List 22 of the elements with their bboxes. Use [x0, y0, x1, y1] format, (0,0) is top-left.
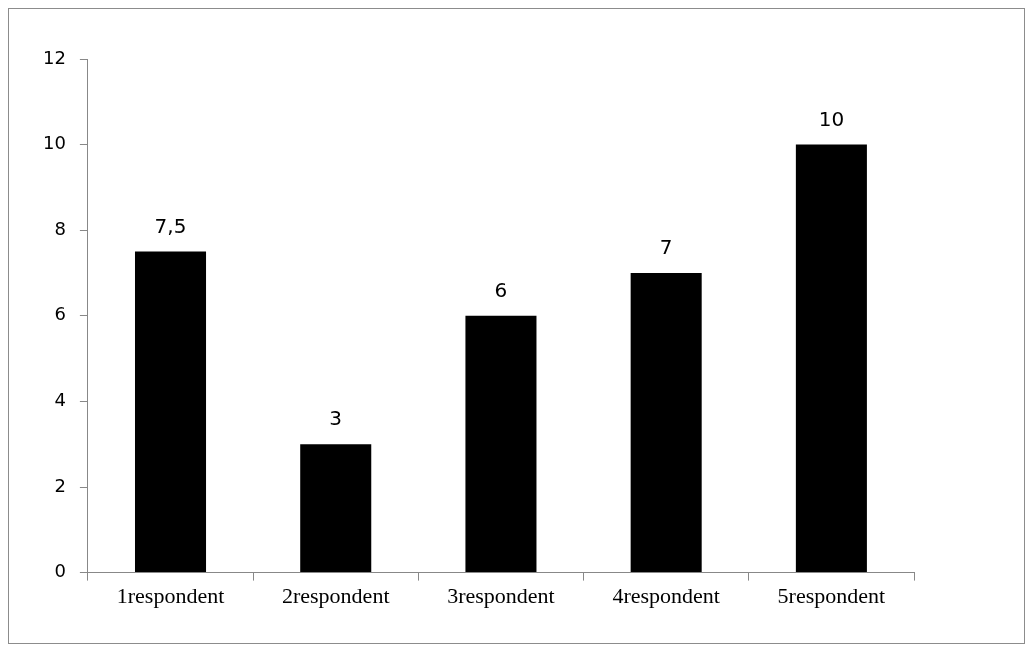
bar — [134, 251, 207, 573]
x-tick-label: 5respondent — [777, 582, 886, 608]
data-label: 10 — [818, 106, 845, 131]
bar — [465, 315, 537, 573]
bar — [795, 144, 867, 573]
bar — [630, 273, 702, 573]
bar — [300, 444, 372, 573]
y-tick-label: 2 — [54, 474, 66, 496]
x-tick-label: 4respondent — [612, 582, 720, 608]
y-tick-label: 12 — [43, 46, 66, 68]
data-label: 7,5 — [154, 213, 187, 238]
data-label: 6 — [494, 278, 508, 302]
x-tick-label: 1respondent — [116, 582, 225, 608]
y-tick-label: 10 — [43, 132, 66, 154]
x-tick-label: 2respondent — [281, 582, 390, 608]
data-label: 3 — [329, 406, 343, 431]
y-tick-label: 4 — [54, 389, 66, 411]
data-label: 7 — [659, 235, 673, 260]
x-tick-label: 3respondent — [447, 582, 555, 608]
y-tick-label: 6 — [54, 303, 66, 325]
y-tick-label: 0 — [54, 560, 66, 582]
y-tick-label: 8 — [54, 217, 66, 239]
